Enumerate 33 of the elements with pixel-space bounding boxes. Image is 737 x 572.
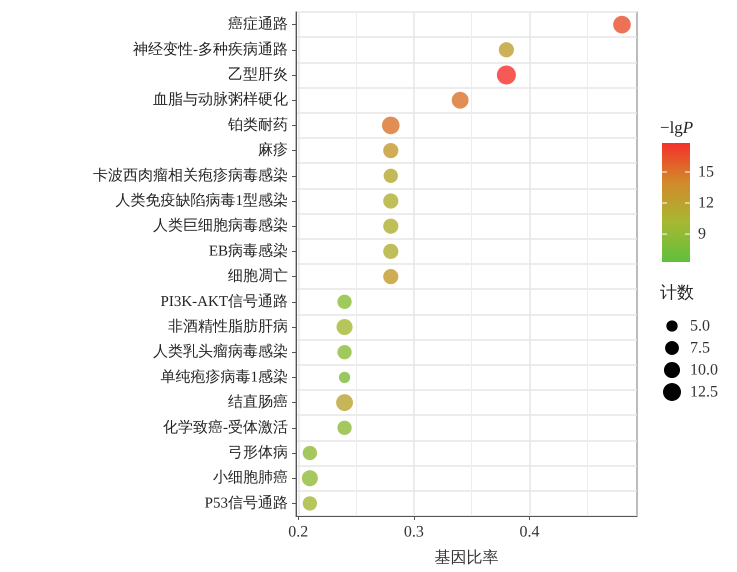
x-tick-label: 0.3 — [404, 524, 424, 540]
y-tick-label: 小细胞肺癌 — [213, 469, 288, 486]
y-tick-label: 化学致癌-受体激活 — [163, 418, 288, 436]
color-bar-label: 15 — [698, 163, 714, 180]
y-tick-label: 人类巨细胞病毒感染 — [153, 217, 288, 234]
legend-label: 10.0 — [690, 362, 718, 378]
color-bar-title: −lgP — [660, 118, 694, 137]
y-tick-label: 人类乳头瘤病毒感染 — [153, 343, 288, 360]
color-bar-label: 9 — [698, 226, 706, 243]
y-tick-label: P53信号通路 — [204, 494, 288, 512]
y-tick-label: 神经变性-多种疾病通路 — [133, 40, 288, 58]
y-tick-label: PI3K-AKT信号通路 — [160, 292, 288, 310]
legend-label: 7.5 — [690, 340, 710, 356]
y-tick-label: 麻疹 — [258, 142, 288, 159]
color-bar-label: 12 — [698, 194, 714, 212]
y-tick-label: 细胞凋亡 — [228, 268, 288, 285]
y-tick-label: 单纯疱疹病毒1感染 — [160, 368, 288, 386]
y-tick-label: 癌症通路 — [228, 16, 288, 33]
y-tick-label: 非酒精性脂肪肝病 — [168, 318, 288, 335]
y-tick-label: EB病毒感染 — [208, 242, 288, 260]
y-tick-label: 铂类耐药 — [227, 116, 288, 134]
y-tick-label: 人类免疫缺陷病毒1型感染 — [116, 192, 288, 209]
x-tick-label: 0.4 — [520, 524, 540, 540]
legend-label: 12.5 — [690, 384, 718, 400]
y-tick-label: 弓形体病 — [228, 444, 288, 461]
y-tick-label: 结直肠癌 — [228, 394, 288, 411]
legend-title: 计数 — [660, 283, 694, 302]
x-tick-label: 0.2 — [288, 524, 308, 540]
y-tick-label: 乙型肝炎 — [228, 66, 288, 83]
y-tick-label: 血脂与动脉粥样硬化 — [153, 91, 288, 108]
x-axis-title: 基因比率 — [434, 548, 498, 566]
y-tick-label: 卡波西肉瘤相关疱疹病毒感染 — [93, 166, 288, 184]
legend-label: 5.0 — [690, 318, 710, 334]
